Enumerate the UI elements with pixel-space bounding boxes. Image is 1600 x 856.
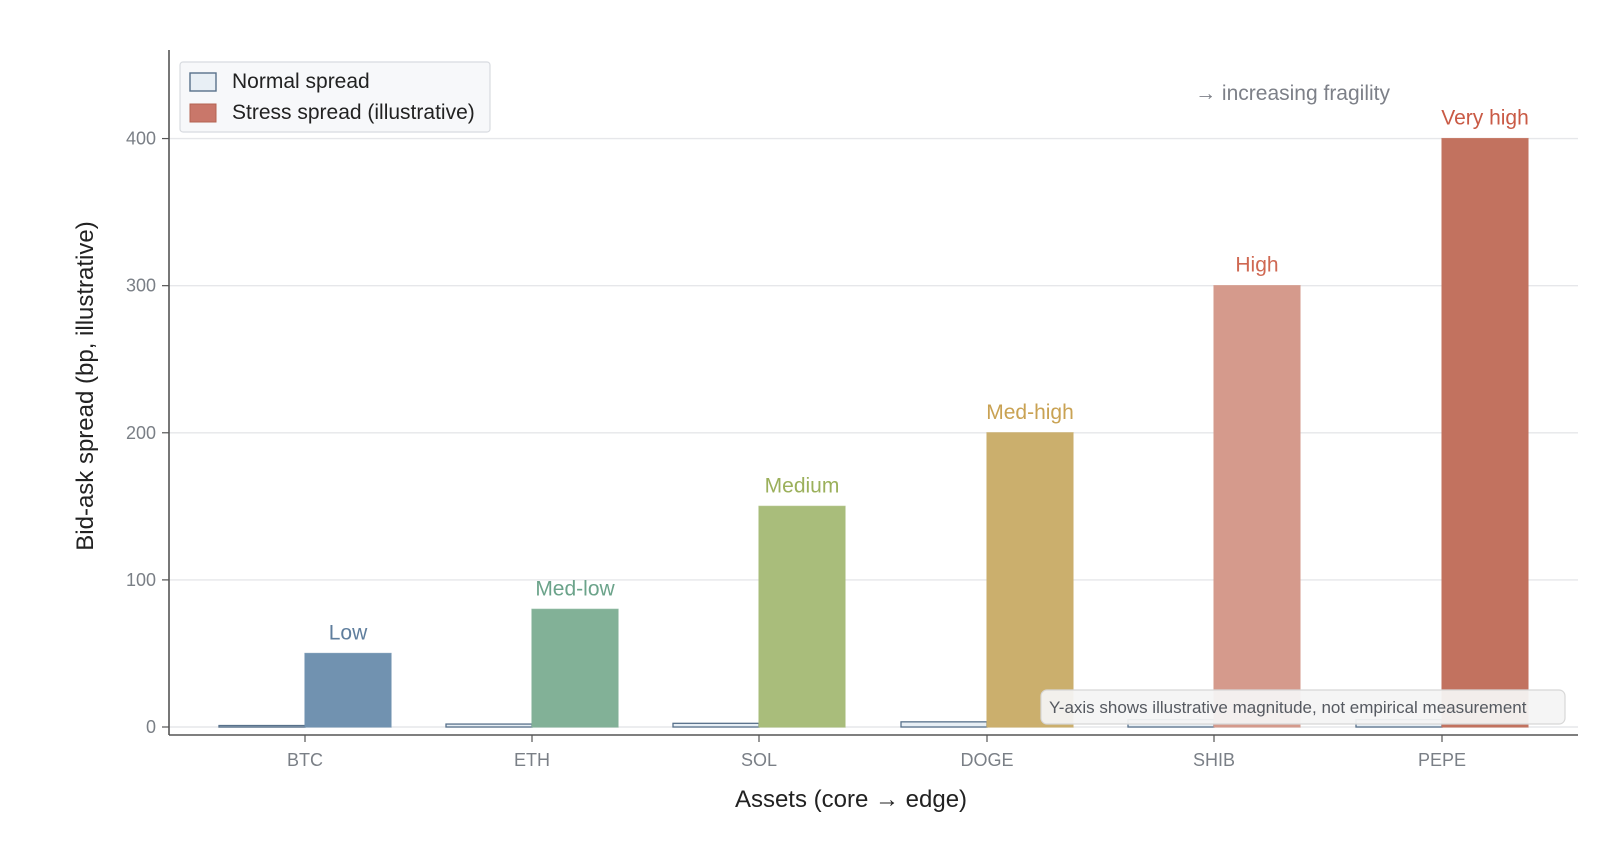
- fragility-annotation: → increasing fragility: [1195, 82, 1390, 105]
- bar-label-pepe: Very high: [1441, 107, 1529, 130]
- stress-bars: [304, 137, 1529, 728]
- y-axis-title: Bid-ask spread (bp, illustrative): [72, 221, 99, 550]
- normal-bar-sol: [672, 722, 760, 728]
- normal-bar-btc: [218, 724, 306, 728]
- stress-bar-doge: [986, 432, 1074, 728]
- y-tick-label-200: 200: [126, 423, 156, 443]
- stress-bar-shib: [1213, 285, 1301, 728]
- y-tick-label-0: 0: [146, 717, 156, 737]
- bar-labels: Low Med-low Medium Med-high High Very high: [329, 107, 1529, 645]
- y-tick-label-100: 100: [126, 570, 156, 590]
- stress-bar-pepe: [1441, 137, 1529, 728]
- stress-bar-eth: [531, 608, 619, 728]
- axes: [168, 50, 1578, 736]
- x-ticks: BTC ETH SOL DOGE SHIB PEPE: [287, 735, 1466, 770]
- x-tick-label-sol: SOL: [741, 750, 777, 770]
- grid-lines: [169, 137, 1578, 728]
- normal-bar-doge: [900, 721, 988, 728]
- bar-label-eth: Med-low: [535, 577, 615, 600]
- x-tick-label-doge: DOGE: [960, 750, 1013, 770]
- note-text: Y-axis shows illustrative magnitude, not…: [1049, 698, 1527, 717]
- x-axis-title: Assets (core → edge): [735, 786, 967, 813]
- stress-bar-btc: [304, 652, 392, 728]
- legend-label-normal: Normal spread: [232, 70, 370, 93]
- legend: Normal spread Stress spread (illustrativ…: [179, 61, 491, 133]
- x-tick-label-shib: SHIB: [1193, 750, 1235, 770]
- stress-bar-sol: [758, 505, 846, 728]
- legend-swatch-normal: [189, 72, 217, 92]
- y-tick-label-300: 300: [126, 276, 156, 296]
- legend-box: [179, 61, 491, 133]
- note-background: [1040, 689, 1566, 725]
- x-tick-label-pepe: PEPE: [1418, 750, 1466, 770]
- legend-swatch-stress: [189, 103, 217, 123]
- note-box: Y-axis shows illustrative magnitude, not…: [1040, 689, 1566, 725]
- bar-label-doge: Med-high: [986, 401, 1074, 424]
- normal-bar-eth: [445, 723, 533, 728]
- y-tick-label-400: 400: [126, 129, 156, 149]
- legend-label-stress: Stress spread (illustrative): [232, 101, 475, 124]
- bar-label-btc: Low: [329, 621, 368, 644]
- x-tick-label-eth: ETH: [514, 750, 550, 770]
- bar-label-shib: High: [1235, 254, 1278, 277]
- bar-label-sol: Medium: [765, 474, 840, 497]
- y-ticks: 0 100 200 300 400: [126, 129, 169, 737]
- x-tick-label-btc: BTC: [287, 750, 323, 770]
